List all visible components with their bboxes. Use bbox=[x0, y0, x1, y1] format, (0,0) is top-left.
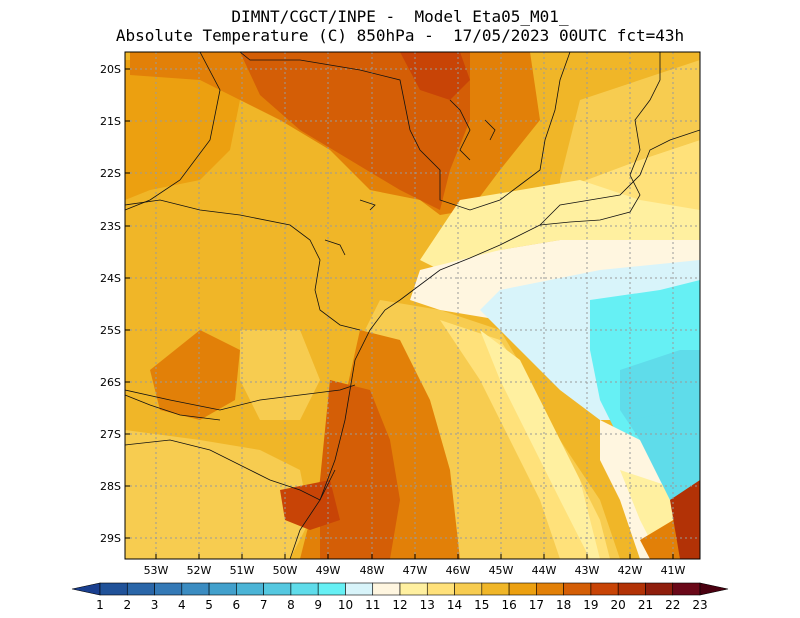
latitude-labels: 20S 21S 22S 23S 24S 25S 26S 27S 28S 29S bbox=[100, 63, 121, 545]
colorbar-label: 11 bbox=[365, 598, 380, 612]
colorbar-swatch bbox=[508, 582, 537, 596]
colorbar-swatch bbox=[672, 582, 701, 596]
colorbar-label: 21 bbox=[638, 598, 653, 612]
colorbar-swatch bbox=[208, 582, 237, 596]
colorbar-label: 7 bbox=[260, 598, 268, 612]
colorbar-label: 4 bbox=[178, 598, 186, 612]
colorbar-swatch bbox=[126, 582, 155, 596]
colorbar-label: 22 bbox=[665, 598, 680, 612]
lake-shapes bbox=[324, 99, 496, 256]
lat-label: 28S bbox=[100, 480, 121, 493]
lon-label: 47W bbox=[403, 564, 428, 577]
plot-frame bbox=[124, 51, 701, 560]
colorbar-label: 3 bbox=[151, 598, 159, 612]
colorbar-label: 12 bbox=[392, 598, 407, 612]
colorbar-label: 10 bbox=[338, 598, 353, 612]
colorbar-swatch bbox=[236, 582, 264, 596]
colorbar-swatch bbox=[645, 582, 674, 596]
lon-label: 46W bbox=[446, 564, 471, 577]
colorbar-label: 6 bbox=[233, 598, 241, 612]
coastline bbox=[289, 52, 661, 559]
colorbar-swatch bbox=[563, 582, 592, 596]
colorbar-label: 23 bbox=[692, 598, 707, 612]
colorbar-label: 20 bbox=[611, 598, 626, 612]
lon-label: 49W bbox=[316, 564, 341, 577]
lon-label: 44W bbox=[532, 564, 557, 577]
river-uruguay bbox=[125, 394, 221, 421]
colorbar-swatch bbox=[536, 582, 564, 596]
lon-label: 51W bbox=[230, 564, 255, 577]
colorbar-swatch bbox=[99, 582, 128, 596]
lon-label: 52W bbox=[187, 564, 212, 577]
lat-label: 24S bbox=[100, 272, 121, 285]
coastline-and-borders bbox=[125, 52, 700, 559]
colorbar-swatch bbox=[372, 582, 401, 596]
colorbar-label: 9 bbox=[314, 598, 322, 612]
state-border-pr-sc bbox=[125, 384, 356, 411]
lon-label: 42W bbox=[618, 564, 643, 577]
axis-ticks bbox=[125, 68, 674, 559]
lon-label: 50W bbox=[273, 564, 298, 577]
colorbar-label: 17 bbox=[529, 598, 544, 612]
lat-label: 25S bbox=[100, 324, 121, 337]
colorbar-arrow-right bbox=[699, 582, 729, 596]
lat-label: 23S bbox=[100, 220, 121, 233]
colorbar-arrow-left bbox=[71, 582, 101, 596]
colorbar-swatch bbox=[317, 582, 346, 596]
chart-title-line-1: DIMNT/CGCT/INPE - Model Eta05_M01_ bbox=[231, 7, 569, 26]
state-border-sp-pr bbox=[125, 199, 361, 331]
colorbar-label: 18 bbox=[556, 598, 571, 612]
temperature-field bbox=[125, 52, 700, 559]
colorbar-label: 13 bbox=[420, 598, 435, 612]
lat-label: 22S bbox=[100, 167, 121, 180]
lat-lon-grid bbox=[125, 52, 700, 559]
chart-title-line-2: Absolute Temperature (C) 850hPa - 17/05/… bbox=[115, 26, 685, 45]
colorbar-label: 1 bbox=[96, 598, 104, 612]
longitude-labels: 53W 52W 51W 50W 49W 48W 47W 46W 45W 44W … bbox=[144, 564, 686, 577]
colorbar-label: 14 bbox=[447, 598, 462, 612]
lon-label: 48W bbox=[360, 564, 385, 577]
colorbar-label: 19 bbox=[583, 598, 598, 612]
colorbar-swatch bbox=[290, 582, 319, 596]
state-border-ms-sp bbox=[125, 52, 221, 211]
colorbar-swatch bbox=[481, 582, 510, 596]
colorbar-swatch bbox=[154, 582, 183, 596]
lon-label: 45W bbox=[489, 564, 514, 577]
colorbar-swatch bbox=[181, 582, 210, 596]
lon-label: 43W bbox=[575, 564, 600, 577]
colorbar-label: 15 bbox=[474, 598, 489, 612]
colorbar-swatch bbox=[426, 582, 455, 596]
colorbar-label: 5 bbox=[205, 598, 213, 612]
lat-label: 26S bbox=[100, 376, 121, 389]
lat-label: 27S bbox=[100, 428, 121, 441]
lat-label: 21S bbox=[100, 115, 121, 128]
state-border-sp-mg bbox=[239, 52, 571, 211]
state-border-sc-rs bbox=[125, 439, 336, 501]
lon-label: 53W bbox=[144, 564, 169, 577]
state-border-mg-rj bbox=[539, 129, 700, 226]
colorbar-swatch bbox=[263, 582, 292, 596]
colorbar-label: 16 bbox=[501, 598, 516, 612]
lat-label: 29S bbox=[100, 532, 121, 545]
lon-label: 41W bbox=[661, 564, 686, 577]
colorbar-swatch bbox=[345, 582, 374, 596]
colorbar-swatch bbox=[454, 582, 483, 596]
colorbar-label: 2 bbox=[123, 598, 131, 612]
colorbar-swatch bbox=[617, 582, 646, 596]
colorbar-swatch bbox=[399, 582, 428, 596]
colorbar-label: 8 bbox=[287, 598, 295, 612]
lat-label: 20S bbox=[100, 63, 121, 76]
colorbar-swatch bbox=[590, 582, 619, 596]
colorbar: 1 2 3 4 5 6 7 8 9 10 11 12 13 14 15 16 17 18 19 20 21 22 23 bbox=[71, 582, 729, 612]
